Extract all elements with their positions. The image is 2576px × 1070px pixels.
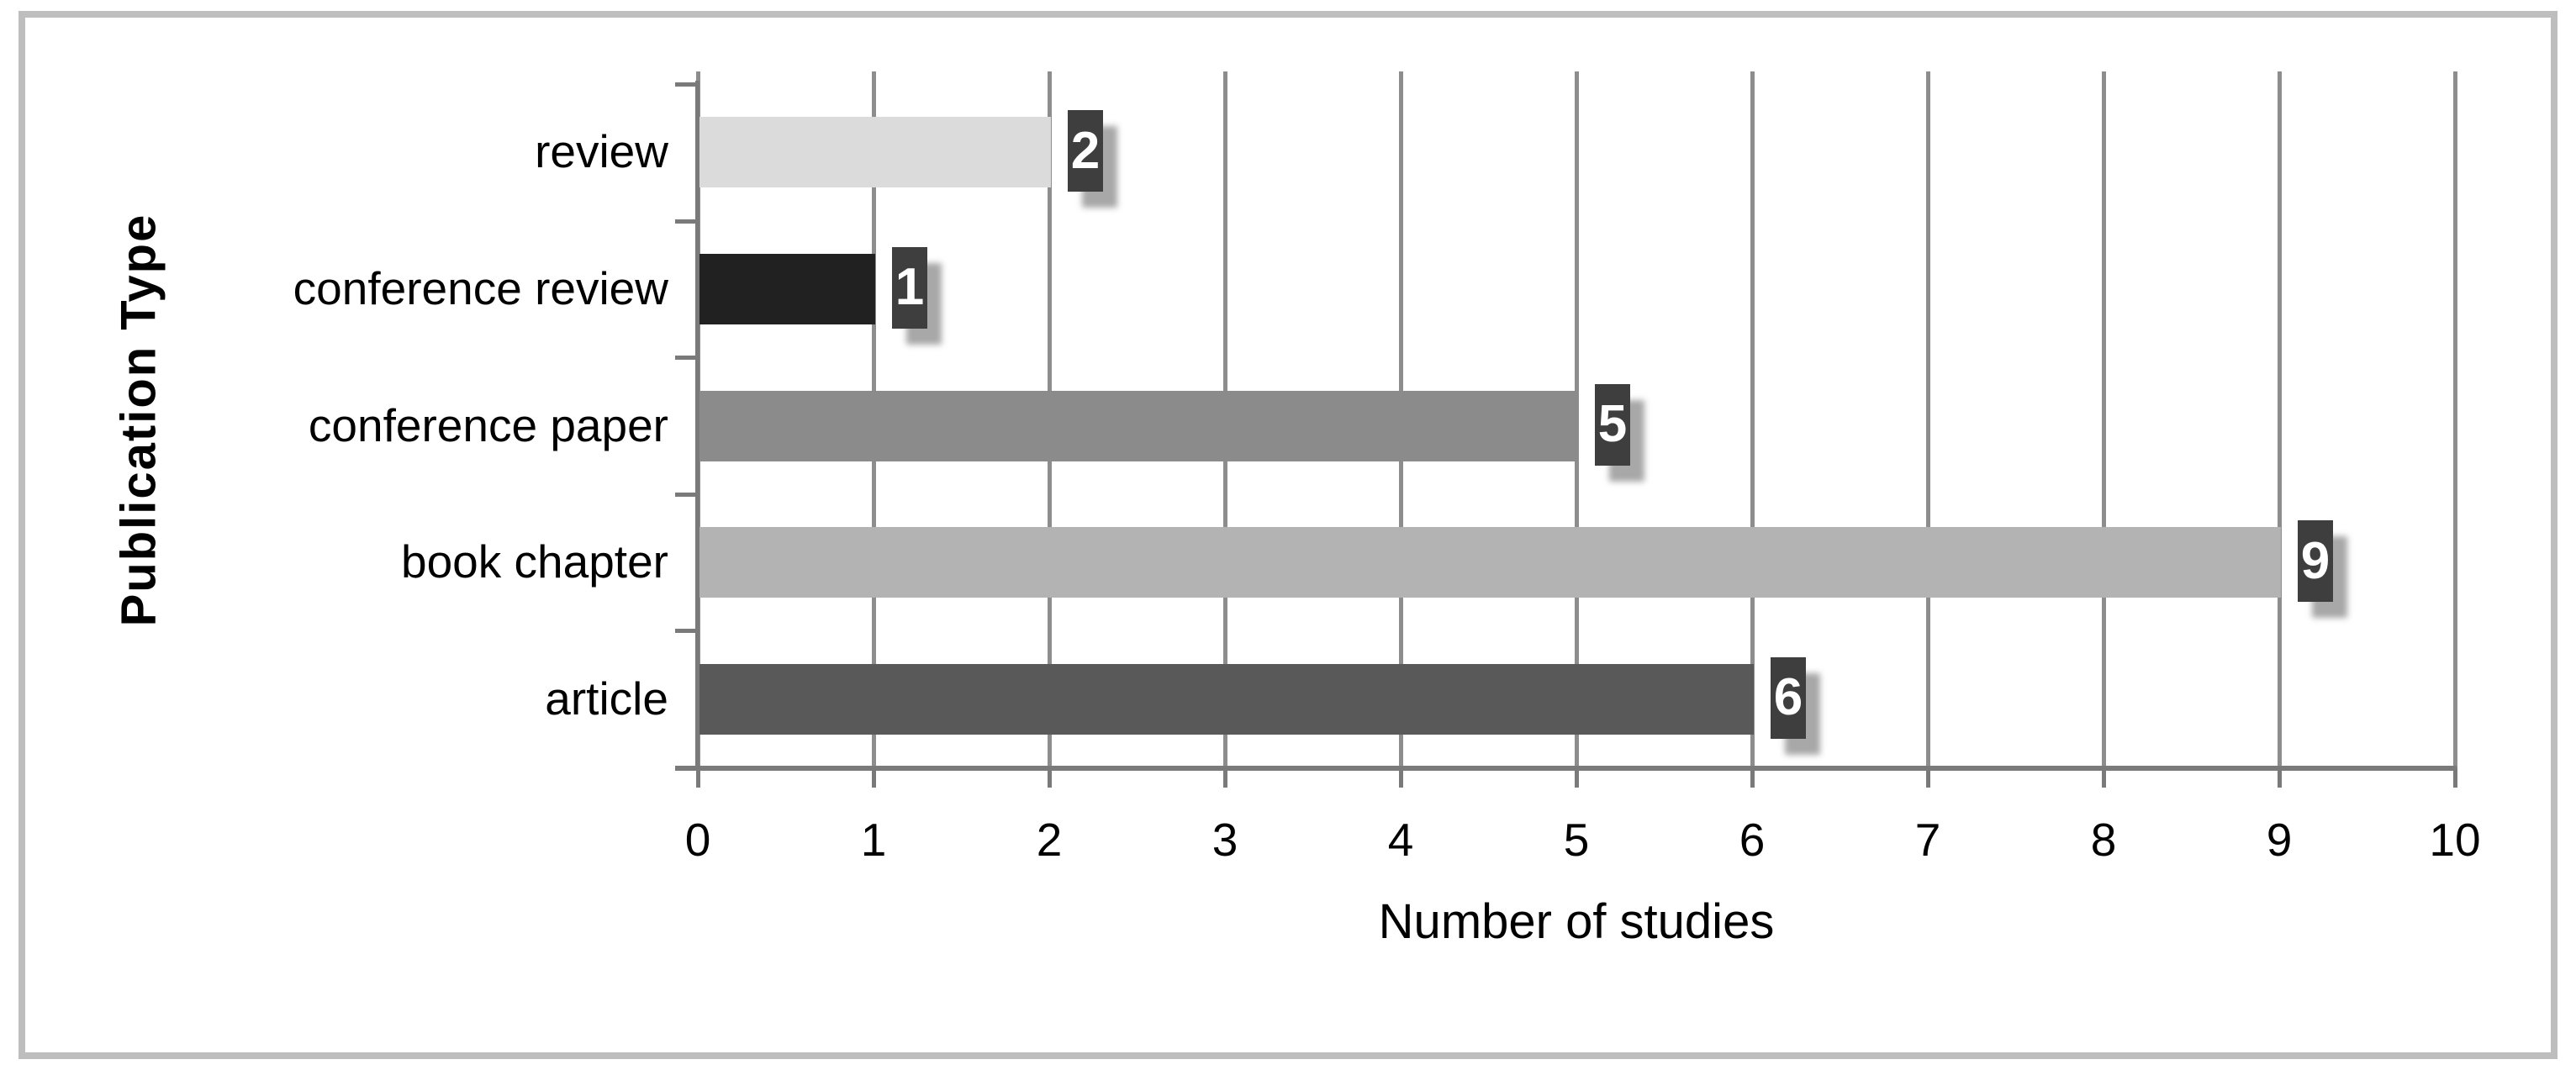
x-axis-tick	[2102, 767, 2106, 788]
bar-value-label: 2	[1068, 110, 1103, 192]
y-axis-title-text: Publication Type	[111, 213, 166, 626]
x-tick-label: 3	[1211, 814, 1238, 866]
y-axis-tick	[675, 356, 698, 361]
gridline	[2453, 71, 2457, 767]
gridline	[1926, 71, 1930, 767]
gridline	[2102, 71, 2106, 767]
bar-value-label: 5	[1595, 383, 1630, 466]
y-axis-line	[695, 81, 699, 767]
category-label: review	[535, 125, 668, 178]
bar	[699, 390, 1578, 461]
x-axis-tick	[1399, 767, 1403, 788]
x-axis-tick	[1048, 767, 1052, 788]
x-tick-label: 7	[1914, 814, 1941, 866]
bar-value-label: 9	[2298, 520, 2333, 603]
x-tick-label: 10	[2429, 814, 2481, 866]
y-axis-tick	[675, 629, 698, 634]
gridline	[1750, 71, 1755, 767]
x-tick-label: 1	[860, 814, 887, 866]
x-tick-label: 8	[2090, 814, 2117, 866]
bar	[699, 253, 875, 324]
x-axis-tick	[1750, 767, 1755, 788]
x-axis-tick	[1575, 767, 1579, 788]
x-tick-label: 4	[1387, 814, 1414, 866]
x-tick-label: 2	[1036, 814, 1063, 866]
bar	[699, 663, 1754, 735]
x-axis-tick	[872, 767, 876, 788]
x-axis-tick	[2278, 767, 2282, 788]
x-tick-label: 5	[1563, 814, 1590, 866]
bar-value-label: 1	[892, 246, 927, 329]
x-axis-line	[675, 766, 2457, 771]
category-label: conference paper	[308, 398, 668, 451]
x-axis-tick	[2453, 767, 2457, 788]
bar-value-label: 6	[1771, 656, 1806, 739]
category-label: article	[545, 672, 668, 725]
y-axis-tick	[675, 219, 698, 224]
x-axis-tick	[696, 767, 700, 788]
x-tick-label: 6	[1739, 814, 1766, 866]
bar	[699, 527, 2281, 598]
y-axis-tick	[675, 82, 698, 87]
x-tick-label: 9	[2266, 814, 2293, 866]
x-tick-label: 0	[684, 814, 711, 866]
category-label: conference review	[293, 261, 668, 314]
y-axis-title: Publication Type	[101, 71, 177, 767]
x-axis-title: Number of studies	[1378, 894, 1775, 949]
x-axis-tick	[1223, 767, 1227, 788]
y-axis-tick	[675, 492, 698, 497]
category-label: book chapter	[401, 535, 668, 588]
bar	[699, 117, 1051, 188]
x-axis-tick	[1926, 767, 1930, 788]
gridline	[2278, 71, 2282, 767]
